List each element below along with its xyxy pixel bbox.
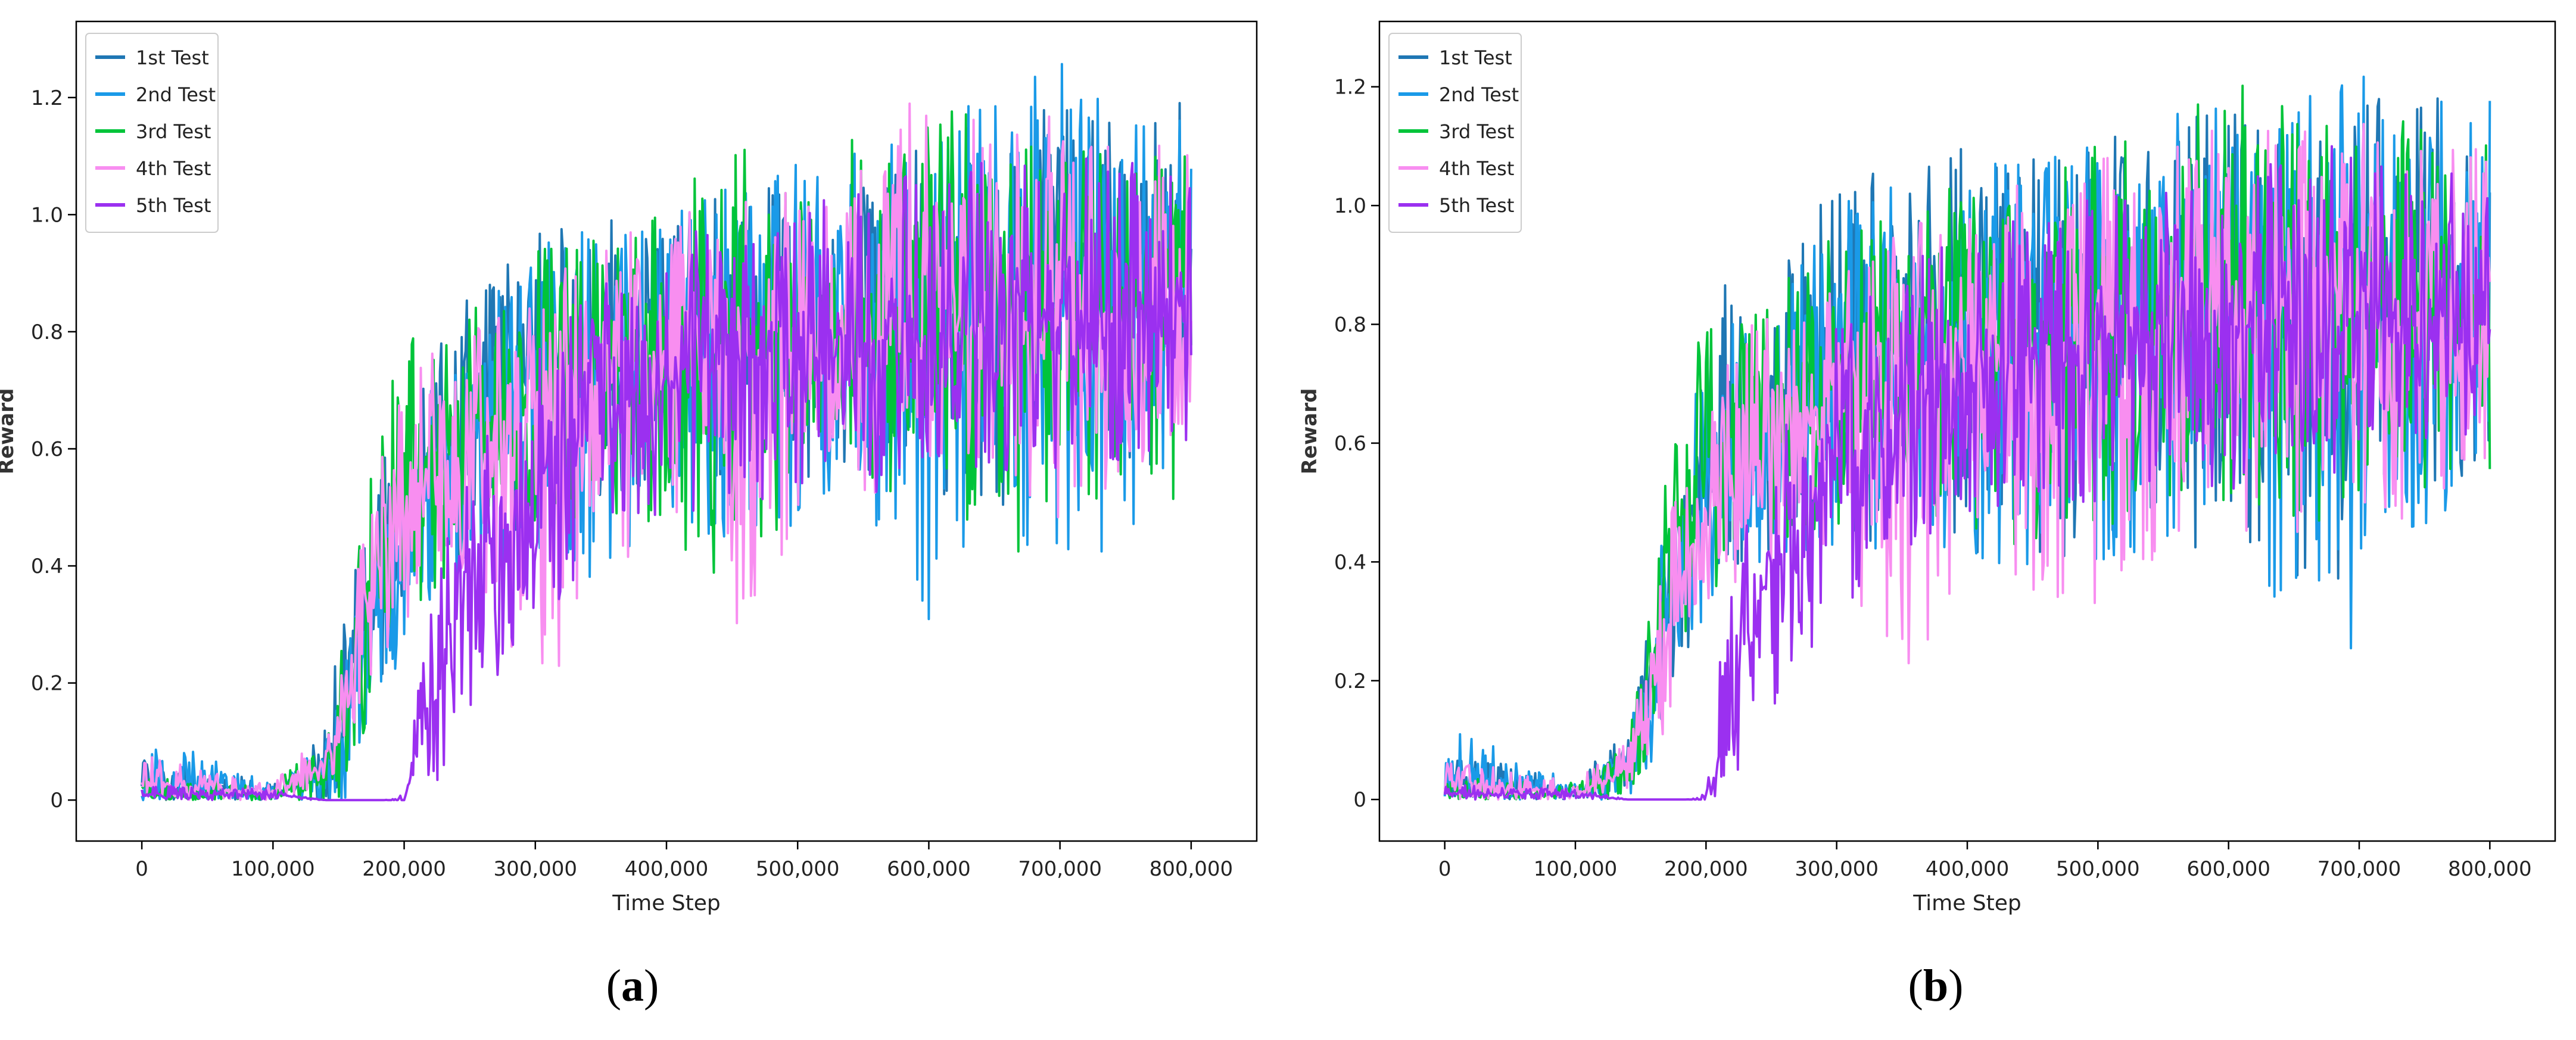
x-tick-label: 0 [1438, 857, 1451, 881]
x-tick-label: 400,000 [1926, 857, 2010, 881]
caption-b: (b) [1908, 961, 1964, 1011]
x-tick-label: 800,000 [2448, 857, 2532, 881]
legend-entry: 4th Test [136, 157, 211, 180]
y-tick-label: 1.0 [31, 203, 63, 227]
series-lines [1443, 75, 2491, 801]
x-tick-label: 800,000 [1150, 857, 1234, 881]
y-tick-label: 1.2 [1334, 76, 1366, 99]
y-tick-label: 0.8 [1334, 313, 1366, 337]
legend-entry: 2nd Test [1439, 83, 1519, 106]
legend-entry: 4th Test [1439, 157, 1514, 180]
legend-entry: 5th Test [1439, 194, 1514, 217]
x-tick-label: 500,000 [2056, 857, 2140, 881]
legend-entry: 1st Test [136, 46, 209, 69]
y-tick-label: 1.2 [31, 86, 63, 110]
y-axis-label: Reward [1298, 388, 1322, 475]
x-tick-label: 0 [135, 857, 148, 881]
series-lines [141, 63, 1192, 802]
caption-a: (a) [606, 961, 659, 1011]
y-tick-label: 0.6 [1334, 432, 1366, 456]
x-tick-label: 300,000 [1795, 857, 1879, 881]
legend: 1st Test 2nd Test 3rd Test 4th Test 5th Test [1388, 33, 1522, 233]
legend-entry: 3rd Test [1439, 120, 1514, 143]
legend-entry: 3rd Test [136, 120, 211, 143]
x-axis-label: Time Step [1912, 891, 2021, 916]
y-tick-label: 1.0 [1334, 194, 1366, 218]
x-tick-label: 700,000 [2318, 857, 2401, 881]
y-tick-label: 0.2 [31, 672, 63, 696]
x-tick-label: 100,000 [1534, 857, 1618, 881]
y-tick-label: 0.6 [31, 437, 63, 461]
x-tick-label: 700,000 [1018, 857, 1102, 881]
caption-a-letter: a [621, 961, 644, 1011]
legend: 1st Test 2nd Test 3rd Test 4th Test 5th Test [85, 33, 219, 233]
x-tick-label: 600,000 [887, 857, 971, 881]
x-tick-label: 200,000 [1664, 857, 1748, 881]
x-tick-label: 300,000 [493, 857, 577, 881]
x-tick-label: 400,000 [625, 857, 709, 881]
x-tick-label: 600,000 [2186, 857, 2270, 881]
y-tick-label: 0 [50, 789, 63, 812]
legend-entry: 5th Test [136, 194, 211, 217]
y-tick-label: 0.4 [31, 555, 63, 578]
x-tick-label: 200,000 [362, 857, 446, 881]
y-axis-label: Reward [0, 388, 18, 475]
y-tick-label: 0.4 [1334, 550, 1366, 574]
y-tick-label: 0.2 [1334, 670, 1366, 693]
x-tick-label: 100,000 [231, 857, 315, 881]
y-tick-label: 0.8 [31, 320, 63, 344]
caption-b-letter: b [1923, 961, 1949, 1011]
x-tick-label: 500,000 [756, 857, 840, 881]
legend-entry: 1st Test [1439, 46, 1512, 69]
x-axis-label: Time Step [612, 891, 721, 916]
series-line-5 [141, 157, 1192, 802]
y-tick-label: 0 [1353, 788, 1366, 812]
chart-panel-b: 0 100,000 200,000 300,000 400,000 500,000 600,… [1298, 20, 2556, 916]
chart-panel-a: 0 100,000 200,000 300,000 400,000 500,000 600,… [0, 20, 1258, 916]
legend-entry: 2nd Test [136, 83, 216, 106]
series-line-5 [1443, 145, 2491, 801]
